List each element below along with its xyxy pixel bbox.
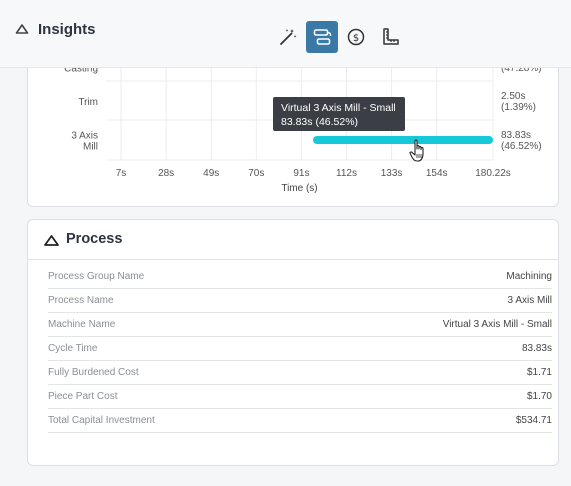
process-title: Process bbox=[66, 231, 123, 247]
process-row-label: Process Group Name bbox=[48, 271, 145, 282]
process-header[interactable]: Process bbox=[28, 220, 558, 260]
x-axis-label: Time (s) bbox=[281, 183, 317, 194]
process-row: Piece Part Cost $1.70 bbox=[48, 385, 552, 409]
cost-button[interactable]: $ bbox=[340, 21, 372, 53]
process-row: Process Name 3 Axis Mill bbox=[48, 289, 552, 313]
process-row-label: Process Name bbox=[48, 295, 114, 306]
process-row-value: Machining bbox=[506, 271, 552, 282]
x-tick-label: 49s bbox=[203, 168, 219, 179]
process-flow-button[interactable] bbox=[306, 21, 338, 53]
value-label: 2.50s bbox=[501, 91, 525, 102]
value-label: (47.28%) bbox=[501, 63, 542, 74]
process-row-label: Total Capital Investment bbox=[48, 415, 155, 426]
magic-wand-button[interactable] bbox=[272, 21, 304, 53]
collapse-triangle-icon[interactable] bbox=[15, 23, 29, 35]
process-row-value: $1.71 bbox=[526, 367, 552, 378]
category-label: 3 Axis bbox=[71, 131, 98, 142]
process-details-list: Process Group Name Machining Process Name 3… bbox=[48, 265, 552, 433]
process-row: Process Group Name Machining bbox=[48, 265, 552, 289]
x-tick-label: 112s bbox=[336, 168, 357, 179]
magic-wand-icon bbox=[280, 29, 297, 45]
bar bbox=[312, 136, 493, 144]
process-row-label: Machine Name bbox=[48, 319, 116, 330]
insights-header: Insights bbox=[0, 0, 571, 68]
process-card: Process Process Group Name Machining Proce… bbox=[27, 219, 559, 466]
tooltip-title: Virtual 3 Axis Mill - Small bbox=[281, 102, 396, 114]
x-tick-label: 154s bbox=[426, 168, 448, 179]
ruler-icon bbox=[383, 28, 399, 45]
process-row-label: Cycle Time bbox=[48, 343, 98, 354]
category-label: Mill bbox=[83, 142, 98, 153]
chart-tooltip: Virtual 3 Axis Mill - Small 83.83s (46.5… bbox=[273, 97, 405, 131]
process-row: Machine Name Virtual 3 Axis Mill - Small bbox=[48, 313, 552, 337]
value-label: 83.83s bbox=[501, 130, 531, 141]
x-tick-label: 180.22s bbox=[475, 168, 511, 179]
process-row-value: 83.83s bbox=[521, 343, 552, 354]
value-label: (1.39%) bbox=[501, 102, 536, 113]
insights-title: Insights bbox=[38, 21, 96, 38]
hand-cursor-icon bbox=[409, 139, 424, 162]
category-label: Trim bbox=[78, 97, 98, 108]
flow-icon bbox=[313, 29, 332, 45]
process-row: Total Capital Investment $534.71 bbox=[48, 409, 552, 433]
process-row-label: Fully Burdened Cost bbox=[48, 367, 139, 378]
dollar-icon: $ bbox=[347, 28, 365, 46]
dimensions-button[interactable] bbox=[374, 21, 406, 53]
tooltip-value: 83.83s (46.52%) bbox=[281, 116, 359, 128]
x-tick-label: 7s bbox=[116, 168, 127, 179]
process-row-value: Virtual 3 Axis Mill - Small bbox=[442, 319, 552, 330]
value-label: (46.52%) bbox=[501, 141, 542, 152]
process-row: Fully Burdened Cost $1.71 bbox=[48, 361, 552, 385]
process-row-value: $534.71 bbox=[515, 415, 552, 426]
collapse-triangle-icon[interactable] bbox=[43, 234, 60, 247]
insights-toolbar: $ bbox=[272, 21, 406, 53]
svg-text:$: $ bbox=[353, 33, 359, 44]
x-tick-label: 70s bbox=[248, 168, 264, 179]
process-row: Cycle Time 83.83s bbox=[48, 337, 552, 361]
process-row-value: 3 Axis Mill bbox=[507, 295, 552, 306]
x-tick-label: 28s bbox=[158, 168, 174, 179]
x-tick-label: 133s bbox=[381, 168, 403, 179]
process-row-value: $1.70 bbox=[526, 391, 552, 402]
x-tick-label: 91s bbox=[293, 168, 309, 179]
process-row-label: Piece Part Cost bbox=[48, 391, 118, 402]
category-label: Casting bbox=[64, 64, 98, 75]
